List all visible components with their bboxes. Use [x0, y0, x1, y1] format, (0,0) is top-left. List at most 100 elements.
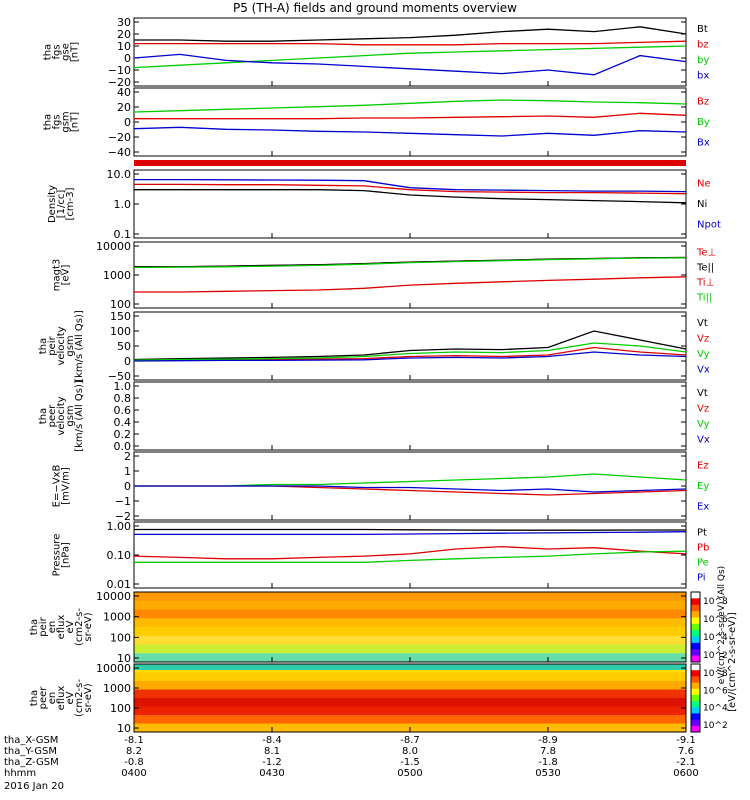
y-axis-label: [mV/m]: [61, 467, 72, 505]
legend-entry: Ey: [697, 481, 709, 492]
y-axis-label: magt3: [52, 259, 63, 292]
y-tick-label: 0: [124, 52, 131, 65]
spectrogram-band: [134, 618, 686, 628]
y-axis-label: peir: [47, 335, 58, 355]
y-tick-label: 0: [124, 355, 131, 368]
y-tick-label: 30: [117, 16, 131, 29]
series-line: [134, 40, 687, 46]
y-axis-label: sr-eV): [83, 683, 94, 712]
y-tick-label: 100: [110, 631, 131, 644]
spectrogram-band: [134, 600, 686, 610]
colorbar-tick-label: 10^8: [703, 597, 728, 607]
y-tick-label: 20: [117, 101, 131, 114]
colorbar-frame: [690, 591, 701, 663]
legend-entry: Bz: [697, 96, 709, 107]
colorbar-segment: [691, 655, 700, 663]
series-line: [134, 26, 687, 42]
y-tick-label: 0.10: [107, 549, 132, 562]
y-axis-label: [km/s (All Qs)]: [74, 310, 85, 382]
legend-entry: bz: [697, 39, 709, 50]
y-tick-label: −2: [115, 510, 131, 523]
legend-entry: Bx: [697, 138, 710, 149]
colorbar-segment: [691, 694, 700, 702]
y-axis-label: [km/s (All Qs)]: [74, 380, 85, 452]
legend-entry: Vx: [697, 364, 710, 375]
y-axis-label: peer: [47, 404, 58, 428]
y-tick-label: 0.6: [114, 404, 132, 417]
y-tick-label: 1.0: [114, 198, 132, 211]
y-tick-label: 0.8: [114, 392, 132, 405]
y-axis-label: tha: [29, 619, 40, 635]
legend-entry: Vt: [697, 388, 708, 399]
overlay-group: 10^210^410^610^810^210^410^610^8 [eV/(cm^…: [4, 566, 738, 792]
time-axis-value: -1.8: [538, 757, 558, 768]
colorbar-segment: [691, 611, 700, 618]
time-axis-value: -8.1: [124, 735, 144, 746]
y-tick-label: 150: [110, 310, 131, 323]
y-axis-label: eflux: [56, 686, 67, 711]
legend-entry: by: [697, 55, 709, 66]
y-tick-label: −10: [108, 64, 131, 77]
series-line: [133, 342, 687, 361]
y-axis-label: eV: [65, 620, 76, 633]
y-tick-label: 1.0: [114, 380, 132, 393]
y-axis-label: E=−VxB: [52, 465, 63, 508]
y-axis-label: peir: [38, 616, 49, 636]
colorbar-segment: [691, 630, 700, 638]
legend-entry: Pt: [697, 528, 707, 539]
series-line: [133, 45, 687, 69]
y-axis-label: en: [47, 692, 58, 705]
spectrogram-band: [134, 664, 686, 670]
colorbar-segment: [691, 725, 700, 733]
legend-entry: Vy: [697, 419, 710, 430]
y-tick-label: 100: [110, 702, 131, 715]
y-axis-label: [cm-3]: [65, 187, 76, 220]
spectrogram-band: [134, 592, 686, 602]
y-tick-label: 20: [117, 28, 131, 41]
y-axis-label: velocity: [56, 326, 67, 365]
series-line: [134, 276, 687, 293]
y-tick-label: 0.1: [114, 228, 132, 241]
series-line: [133, 545, 687, 560]
legend-entry: Vt: [697, 318, 708, 329]
colorbar-segment: [691, 604, 700, 612]
time-axis-value: 8.2: [126, 746, 142, 757]
y-axis-label: sr-eV): [83, 612, 94, 641]
colorbar-segment: [691, 592, 700, 599]
time-axis-value: -9.1: [676, 735, 696, 746]
y-tick-label: 2: [124, 450, 131, 463]
y-tick-label: 0.4: [114, 416, 132, 429]
y-axis-label: fgs: [52, 44, 63, 59]
y-tick-label: 0.0: [114, 440, 132, 453]
time-axis-value: 8.0: [402, 746, 418, 757]
legend-entry: Pi: [697, 573, 706, 584]
legend-entry: Ni: [697, 199, 707, 210]
y-axis-label: [nPa]: [61, 542, 72, 568]
colorbar-segment: [691, 636, 700, 644]
series-line: [134, 183, 687, 195]
y-tick-label: 40: [117, 86, 131, 99]
colorbar-segment: [691, 682, 700, 690]
legend-entry: Bt: [697, 24, 708, 35]
colorbar-segment: [691, 623, 700, 631]
colorbar-segment: [691, 713, 700, 721]
legend-entry: Pe: [697, 558, 709, 569]
y-tick-label: 1000: [103, 611, 131, 624]
colorbar-segment: [691, 701, 700, 708]
time-axis-value: -8.4: [262, 735, 282, 746]
legend-entry: Ez: [697, 460, 709, 471]
spectrogram-band: [134, 672, 686, 682]
series-line: [133, 351, 687, 362]
spectrogram-band: [134, 706, 686, 716]
spectrogram-band: [134, 715, 686, 724]
spectrogram-band: [134, 689, 686, 699]
panel-frame: [133, 381, 687, 451]
colorbar-tick-label: 10^2: [703, 651, 728, 661]
legend-entry: By: [697, 117, 710, 128]
time-axis-value: 7.8: [540, 746, 556, 757]
legend-entry: Ex: [697, 502, 709, 513]
y-tick-label: 1: [124, 465, 131, 478]
y-axis-label: Density: [47, 185, 58, 223]
colorbar-tick-label: 10^6: [703, 686, 728, 696]
time-axis-value: -8.7: [400, 735, 420, 746]
